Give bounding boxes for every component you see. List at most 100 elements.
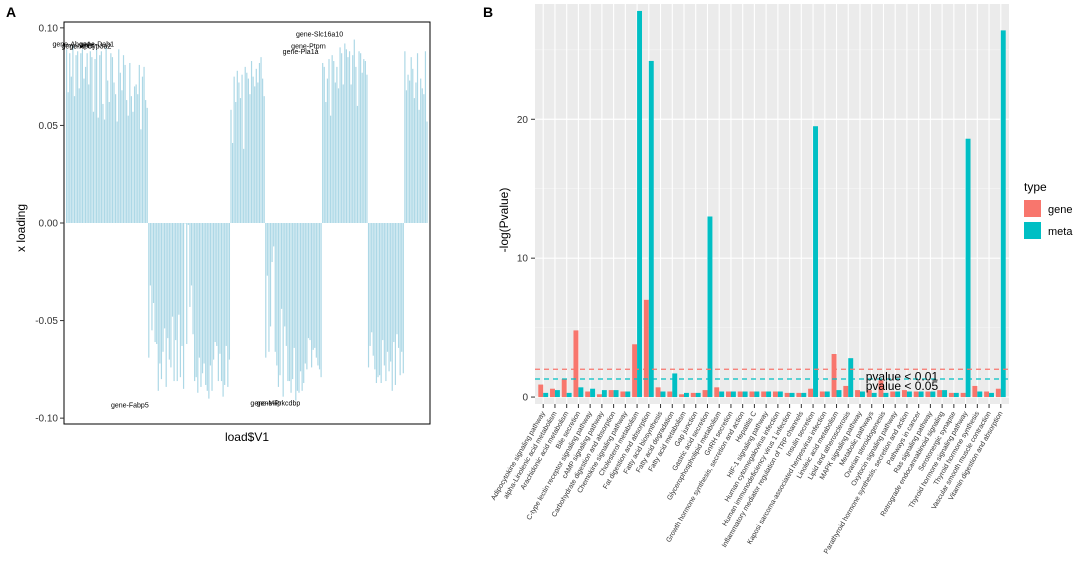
gene-bar — [538, 384, 544, 398]
meta-bar — [848, 358, 854, 398]
loading-bar — [271, 223, 273, 263]
loading-bar — [344, 43, 346, 223]
panel-b-x-axis: Adipocytokine signaling pathwayalpha-Lin… — [490, 404, 1005, 555]
loading-bar — [156, 223, 158, 344]
loading-bar — [292, 223, 294, 380]
loading-bar — [282, 223, 284, 397]
gene-bar — [772, 391, 778, 398]
loading-bar — [110, 53, 112, 223]
loading-bar — [190, 223, 193, 286]
loading-bar — [89, 51, 91, 223]
gene-bar — [726, 391, 731, 398]
loading-bar — [309, 223, 311, 341]
y-tick-label: 20 — [517, 115, 529, 126]
loading-bar — [182, 223, 185, 389]
loading-bar — [192, 223, 194, 335]
loading-bar — [280, 223, 283, 309]
loading-bar — [143, 66, 145, 223]
meta-bar — [777, 391, 783, 398]
loading-bar — [312, 223, 314, 350]
loading-bar — [352, 55, 354, 223]
loading-bar — [416, 53, 419, 223]
gene-bar — [972, 385, 978, 398]
loading-bar — [369, 223, 371, 346]
loading-bar — [341, 53, 343, 223]
loading-bar — [322, 62, 324, 224]
meta-bar — [601, 390, 607, 398]
gene-bar — [714, 387, 720, 398]
loading-bar — [405, 90, 408, 223]
loading-bar — [129, 62, 131, 224]
loading-bar — [135, 84, 137, 223]
loading-bar — [413, 98, 415, 223]
loading-bar — [201, 223, 204, 374]
loading-bar — [181, 223, 183, 346]
loading-bar — [107, 80, 109, 223]
loading-bar — [127, 115, 129, 223]
loading-bar — [167, 223, 169, 339]
loading-bar — [238, 82, 240, 223]
loading-bar — [334, 82, 336, 223]
gene-bar — [960, 392, 966, 398]
meta-bar — [648, 60, 654, 398]
loading-bar — [257, 82, 259, 223]
loading-bar — [187, 223, 189, 225]
meta-bar — [590, 388, 596, 398]
loading-bar — [396, 223, 398, 335]
meta-bar — [766, 391, 772, 398]
gene-bar — [596, 394, 602, 398]
loading-bar — [356, 105, 359, 223]
gene-bar — [995, 388, 1001, 398]
panel-a-chart: -0.10 -0.05 0.00 0.05 0.10 gene-Abca4gene-Ap… — [14, 21, 431, 444]
loading-bar — [195, 223, 197, 378]
loading-bar — [410, 57, 412, 223]
loading-bar — [228, 223, 231, 360]
loading-bar — [99, 55, 101, 223]
loading-bar — [230, 109, 232, 223]
loading-bar — [198, 223, 200, 358]
meta-bar — [824, 391, 830, 398]
loading-bar — [379, 223, 381, 376]
gene-bar — [667, 391, 673, 398]
gene-bar — [749, 391, 755, 398]
loading-bar — [399, 223, 401, 376]
meta-bar — [554, 390, 560, 398]
loading-bar — [415, 82, 417, 223]
loading-bar — [100, 51, 102, 223]
loading-bar — [233, 76, 235, 223]
gene-bar — [620, 391, 626, 398]
gene-bar — [855, 390, 860, 398]
loading-bar — [154, 223, 156, 343]
gene-bar — [937, 390, 943, 398]
loading-bar — [80, 53, 82, 223]
loading-bar — [424, 51, 427, 223]
loading-bar — [426, 121, 428, 223]
loading-bar — [329, 115, 332, 223]
meta-bar — [613, 390, 619, 398]
loading-bar — [418, 109, 420, 223]
loading-bar — [235, 102, 237, 223]
gene-annotation: gene-Ptprn — [291, 43, 326, 50]
gene-bar — [948, 392, 954, 398]
gene-annotation: gene-Apof — [62, 43, 94, 50]
loading-bar — [137, 94, 139, 223]
gene-annotation: gene-Dab1 — [79, 41, 114, 48]
loading-bar — [385, 223, 387, 382]
panel-a-label: A — [6, 4, 16, 20]
loading-bar — [353, 39, 355, 224]
legend-title: type — [1024, 180, 1047, 194]
loading-bar — [323, 66, 325, 223]
meta-bar — [684, 392, 689, 398]
loading-bar — [409, 80, 411, 223]
loading-bar — [148, 223, 150, 358]
loading-bar — [287, 223, 289, 382]
meta-bar — [871, 392, 877, 398]
loading-bar — [404, 51, 406, 223]
loading-bar — [318, 223, 321, 370]
panel-a-y-axis: -0.10 -0.05 0.00 0.05 0.10 — [35, 23, 64, 425]
loading-bar — [102, 103, 104, 223]
loading-bar — [366, 74, 368, 223]
loading-bar — [75, 55, 77, 223]
loading-bar — [69, 53, 71, 223]
gene-bar — [702, 390, 708, 398]
